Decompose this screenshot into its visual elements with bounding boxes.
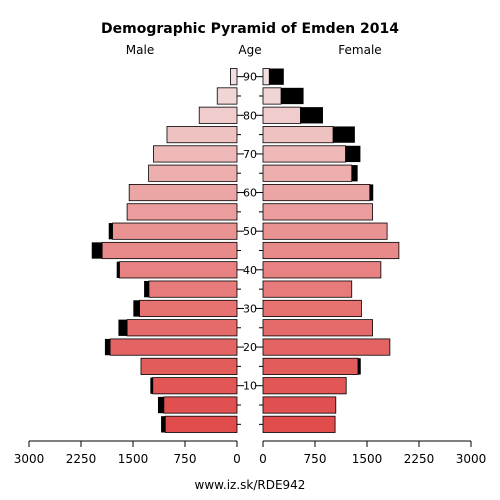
female-native-bar-30-34 [262,299,362,318]
female-native-bar-15-19 [262,357,359,375]
female-x-tick-label: 750 [304,452,327,466]
female-native-bar-75-79 [262,126,334,144]
male-x-tick-label: 1500 [118,452,149,466]
male-native-bar-30-34 [139,299,238,318]
age-label-20: 20 [243,341,257,354]
female-native-bar-80-84 [262,106,301,124]
male-native-bar-65-69 [148,164,238,182]
male-x-tick-label: 750 [174,452,197,466]
male-foreign-bar-45-49 [91,242,103,259]
male-native-bar-50-54 [112,222,238,240]
female-foreign-bar-60-64 [369,184,374,201]
female-foreign-bar-70-74 [345,145,361,163]
male-foreign-bar-20-24 [104,338,111,356]
male-foreign-bar-40-44 [116,261,120,278]
female-native-bar-55-59 [262,203,373,221]
female-foreign-bar-85-89 [281,87,304,105]
male-foreign-bar-30-34 [133,300,140,317]
age-label-70: 70 [243,148,257,161]
male-foreign-bar-50-54 [108,223,113,240]
female-foreign-bar-80-84 [300,107,323,124]
female-native-bar-45-49 [262,241,400,260]
age-label-40: 40 [243,264,257,277]
female-x-tick-label: 0 [259,452,267,466]
male-native-bar-40-44 [119,261,238,279]
male-native-bar-55-59 [126,203,238,221]
source-label: www.iz.sk/RDE942 [195,478,306,492]
male-bars [91,68,238,433]
female-header: Female [338,43,381,57]
age-header: Age [238,43,261,57]
female-native-bar-85-89 [262,87,282,105]
female-native-bar-0-4 [262,415,336,433]
male-x-tick-label: 0 [233,452,241,466]
female-native-bar-20-24 [262,338,391,356]
male-native-bar-25-29 [126,319,238,337]
male-native-bar-85-89 [216,87,238,105]
male-foreign-bar-10-14 [150,377,153,394]
male-native-bar-60-64 [128,183,238,202]
male-foreign-bar-35-39 [144,280,149,298]
female-native-bar-65-69 [262,164,353,182]
female-native-bar-40-44 [262,261,382,279]
male-native-bar-70-74 [153,145,238,163]
age-label-90: 90 [243,71,257,84]
male-foreign-bar-0-4 [161,416,166,433]
female-x-tick-label: 2250 [404,452,435,466]
female-native-bar-90+ [262,68,270,86]
age-label-60: 60 [243,187,257,200]
female-foreign-bar-90+ [269,68,284,85]
female-x-axis: 0 750 1500 2250 3000 [259,440,487,466]
male-native-bar-35-39 [148,280,238,298]
male-foreign-bar-5-9 [157,396,164,414]
female-foreign-bar-75-79 [333,126,355,143]
age-label-10: 10 [243,380,257,393]
male-header: Male [126,43,154,57]
male-native-bar-80-84 [198,106,238,124]
age-label-80: 80 [243,109,257,122]
male-native-bar-75-79 [166,126,238,144]
male-x-axis: 0 750 1500 2250 3000 [14,440,241,466]
female-native-bar-50-54 [262,222,388,240]
female-native-bar-60-64 [262,183,371,202]
male-native-bar-15-19 [140,357,238,375]
female-native-bar-10-14 [262,377,347,395]
female-foreign-bar-15-19 [357,358,361,375]
female-foreign-bar-65-69 [351,165,358,182]
female-native-bar-70-74 [262,145,346,163]
female-x-tick-label: 3000 [456,452,487,466]
male-foreign-bar-25-29 [118,319,128,336]
male-native-bar-20-24 [109,338,238,356]
age-axis: 10 20 30 40 50 60 70 80 90 [237,71,263,425]
age-label-30: 30 [243,302,257,315]
male-x-tick-label: 3000 [14,452,45,466]
chart-title: Demographic Pyramid of Emden 2014 [101,21,399,37]
male-native-bar-90+ [230,68,238,86]
male-native-bar-45-49 [101,241,238,260]
female-native-bar-25-29 [262,319,373,337]
female-native-bar-35-39 [262,280,353,298]
age-label-50: 50 [243,225,257,238]
male-native-bar-5-9 [163,396,238,414]
female-x-tick-label: 1500 [352,452,383,466]
male-native-bar-10-14 [152,377,238,395]
female-bars [262,68,400,433]
male-native-bar-0-4 [164,415,238,433]
male-x-tick-label: 2250 [66,452,97,466]
female-native-bar-5-9 [262,396,337,414]
